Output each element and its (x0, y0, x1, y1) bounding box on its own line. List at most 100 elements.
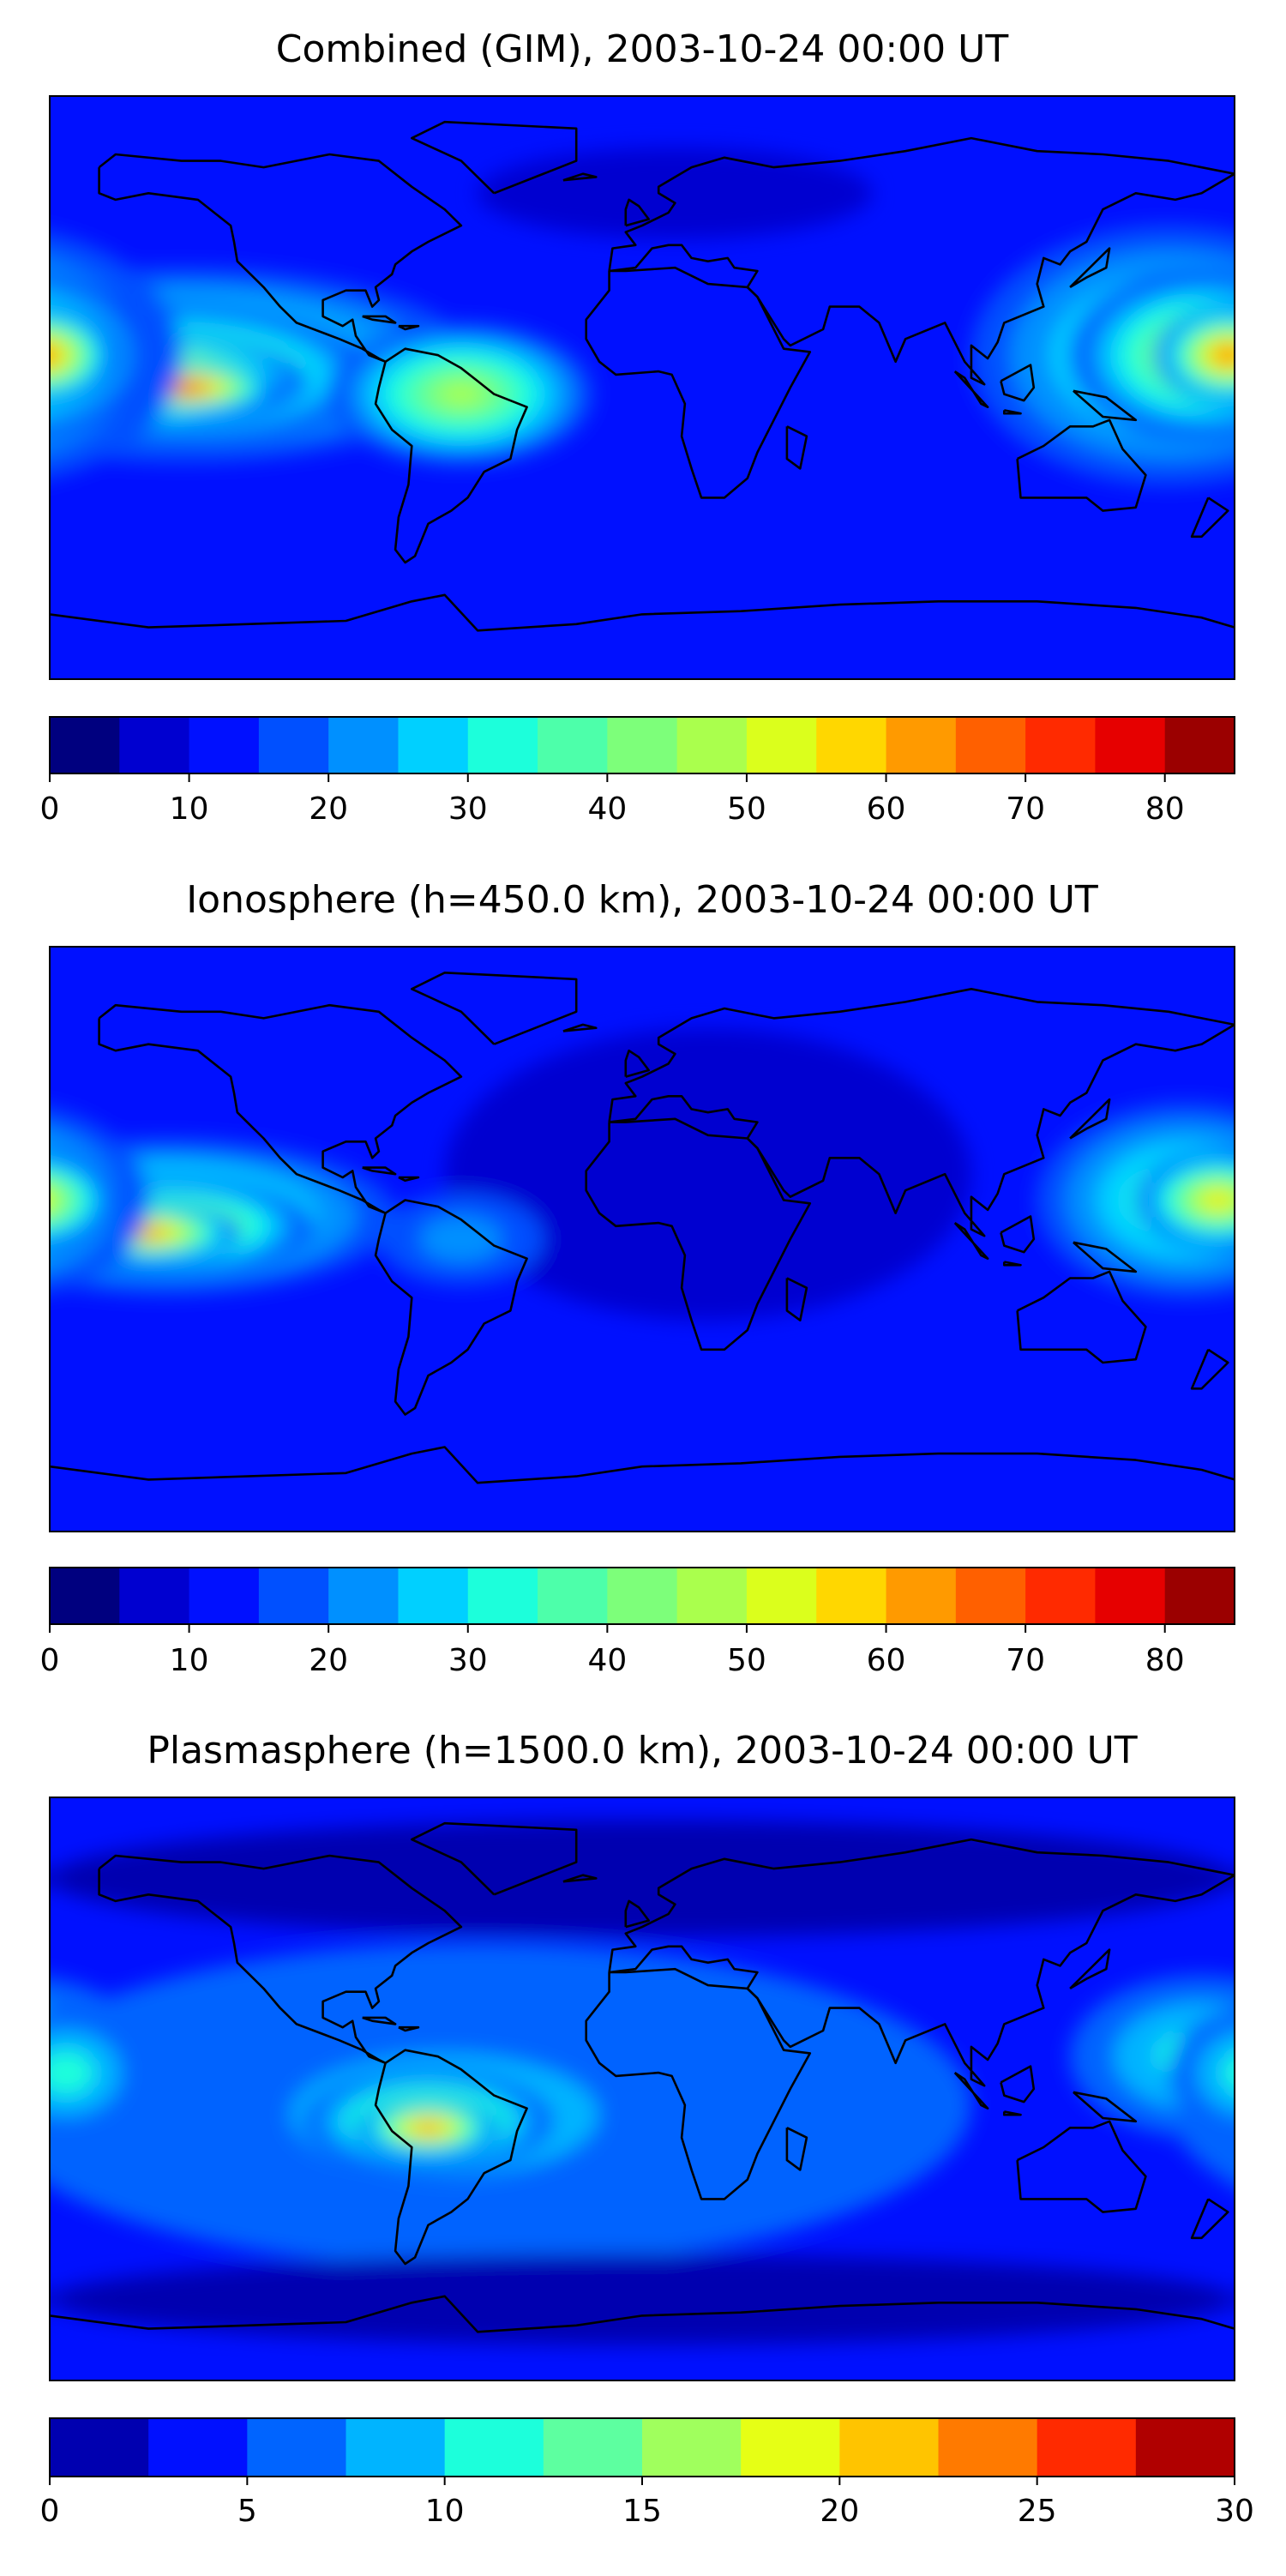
colorbar-segment (1095, 717, 1166, 773)
coastline (1003, 1261, 1022, 1267)
coastlines (50, 120, 1235, 632)
coastline (398, 324, 420, 331)
coastline (98, 1854, 463, 2065)
colorbar-segment (1025, 717, 1097, 773)
coastline (1000, 2065, 1036, 2104)
coastline (1003, 2110, 1022, 2116)
contour-band (50, 347, 57, 364)
colorbar-tick-label: 10 (170, 791, 209, 827)
coastline (1016, 1270, 1147, 1364)
coastline (362, 1166, 397, 1176)
colorbar-segment (538, 1568, 609, 1624)
coastline (785, 2127, 808, 2171)
colorbar-tick-label: 70 (1006, 1643, 1045, 1678)
colorbar-tick-label: 50 (727, 1643, 766, 1678)
coastline (624, 198, 650, 227)
colorbar-tick-label: 15 (622, 2494, 662, 2529)
contour-band (1266, 1212, 1286, 1255)
colorbar-segment (398, 1568, 469, 1624)
colorbar-tick-label: 70 (1006, 791, 1045, 827)
colorbar-segment (119, 717, 190, 773)
colorbar-segment (955, 1568, 1026, 1624)
contour-band (419, 1216, 502, 1262)
colorbar-segment (607, 717, 678, 773)
colorbar-segment (1164, 1568, 1235, 1624)
colorbar-tick-label: 50 (727, 791, 766, 827)
colorbar-segment (258, 717, 329, 773)
colorbar: 0 10 20 30 40 50 60 70 80 (40, 1567, 1235, 1678)
coastline (1069, 1098, 1111, 1140)
coastline (953, 1222, 989, 1260)
colorbar-segment (50, 2418, 149, 2477)
coastline (562, 1874, 598, 1883)
colorbar-tick-label: 0 (40, 2494, 60, 2529)
colorbar-tick-label: 20 (820, 2494, 859, 2529)
coastline (374, 347, 528, 564)
coastline (624, 1049, 650, 1078)
colorbar-segment (189, 717, 260, 773)
contour-band (1273, 1190, 1286, 1243)
colorbar-tick-label: 80 (1145, 1643, 1185, 1678)
coastline (362, 315, 397, 324)
panel-title: Plasmasphere (h=1500.0 km), 2003-10-24 0… (147, 1729, 1137, 1773)
coastline (50, 1446, 1235, 1484)
colorbar-tick-label: 80 (1145, 791, 1185, 827)
colorbar-segment (50, 1568, 121, 1624)
map-field (0, 947, 1286, 1532)
map-frame (49, 946, 1235, 1532)
colorbar-segment (676, 1568, 748, 1624)
coastline (1190, 497, 1229, 539)
contour-band (140, 1230, 157, 1236)
colorbar-segment (886, 717, 957, 773)
colorbar-segment (607, 1568, 678, 1624)
contour-band (1275, 364, 1286, 412)
colorbar-tick-label: 30 (448, 791, 488, 827)
coastline (1000, 364, 1036, 402)
coastline (562, 1023, 598, 1032)
contour-band (418, 2124, 438, 2132)
coastline (1190, 1348, 1229, 1390)
map-field (0, 1797, 1235, 2380)
contour-band (1258, 1209, 1286, 1257)
colorbar-segment (741, 2418, 841, 2477)
colorbar-tick-label: 40 (587, 791, 627, 827)
coastlines (50, 972, 1235, 1484)
coastline (411, 972, 578, 1045)
contour-band (0, 1181, 30, 1219)
colorbar-segment (467, 717, 538, 773)
colorbar-segment (398, 717, 469, 773)
colorbar-segment (1025, 1568, 1097, 1624)
map-field (0, 96, 1286, 679)
coastline (608, 136, 1235, 386)
coastlines (50, 1821, 1235, 2333)
colorbar-segment (543, 2418, 643, 2477)
contour-band (1251, 1194, 1286, 1259)
colorbar: 0 5 10 15 20 25 30 (40, 2417, 1254, 2529)
contour-band (24, 1195, 42, 1206)
coastline (398, 1176, 420, 1183)
contour-band (37, 351, 50, 359)
colorbar-segment (538, 717, 609, 773)
contour-band (0, 329, 23, 381)
colorbar-segment (346, 2418, 446, 2477)
colorbar-segment (1037, 2418, 1137, 2477)
coastline (1016, 418, 1147, 512)
contour-band (444, 1027, 971, 1321)
colorbar-segment (1164, 717, 1235, 773)
coastline (50, 593, 1235, 632)
contour-band (1223, 2055, 1235, 2091)
coastline (785, 425, 808, 470)
colorbar-tick-label: 20 (309, 791, 348, 827)
colorbar-segment (746, 717, 818, 773)
colorbar-frame (49, 1567, 1235, 1625)
contour-band (0, 1820, 50, 1936)
contour-band (1249, 1206, 1286, 1259)
contour-band (1267, 362, 1286, 413)
colorbar-tick-label: 30 (1215, 2494, 1254, 2529)
contour-band (50, 1820, 1235, 1937)
contour-band (1235, 1177, 1286, 1255)
coastline (1073, 2091, 1138, 2123)
contour-band (1267, 361, 1286, 401)
contour-band (173, 385, 189, 390)
